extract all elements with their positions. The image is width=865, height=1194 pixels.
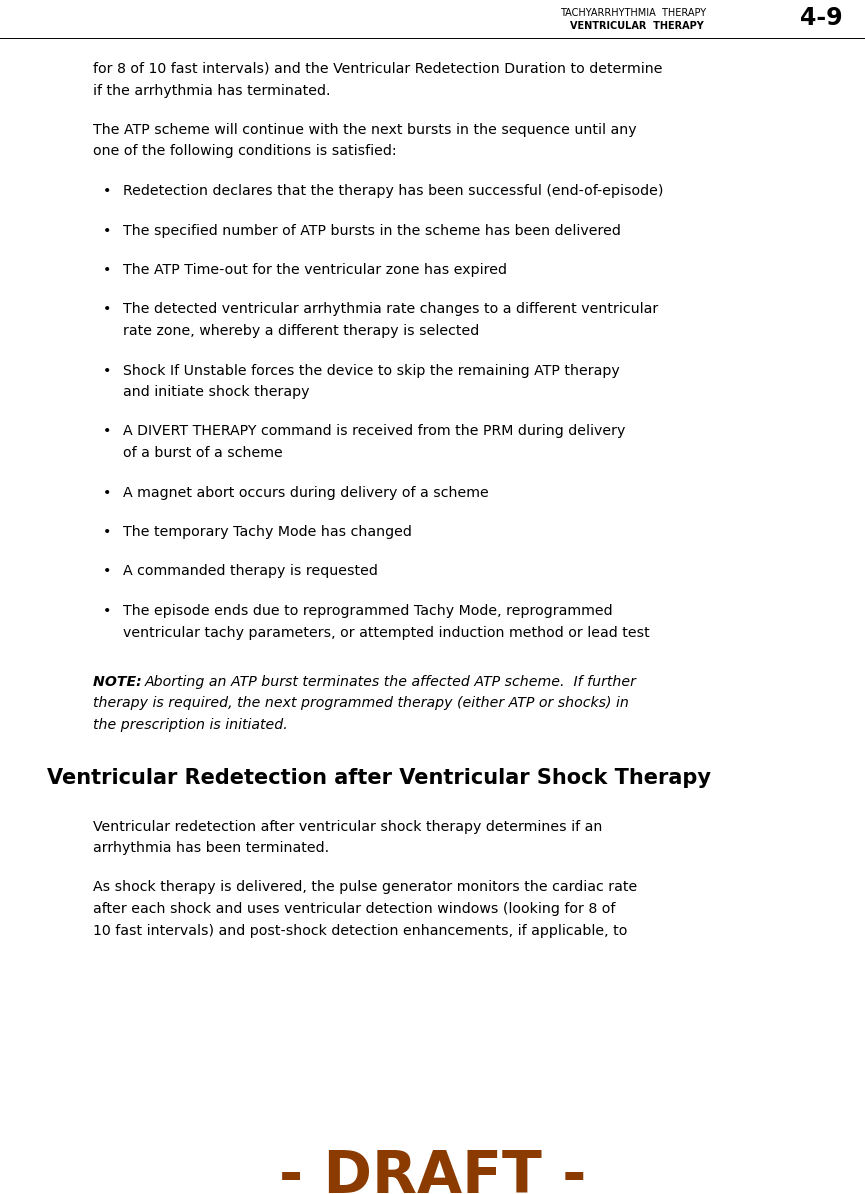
Text: The temporary Tachy Mode has changed: The temporary Tachy Mode has changed xyxy=(123,525,412,538)
Text: Ventricular redetection after ventricular shock therapy determines if an: Ventricular redetection after ventricula… xyxy=(93,819,602,833)
Text: NOTE:: NOTE: xyxy=(93,675,157,689)
Text: •: • xyxy=(103,184,112,198)
Text: and initiate shock therapy: and initiate shock therapy xyxy=(123,384,310,399)
Text: rate zone, whereby a different therapy is selected: rate zone, whereby a different therapy i… xyxy=(123,324,479,338)
Text: VENTRICULAR  THERAPY: VENTRICULAR THERAPY xyxy=(570,21,704,31)
Text: •: • xyxy=(103,263,112,277)
Text: A DIVERT THERAPY command is received from the PRM during delivery: A DIVERT THERAPY command is received fro… xyxy=(123,425,625,438)
Text: Aborting an ATP burst terminates the affected ATP scheme.  If further: Aborting an ATP burst terminates the aff… xyxy=(145,675,637,689)
Text: •: • xyxy=(103,223,112,238)
Text: - DRAFT -: - DRAFT - xyxy=(279,1147,586,1194)
Text: Shock If Unstable forces the device to skip the remaining ATP therapy: Shock If Unstable forces the device to s… xyxy=(123,363,619,377)
Text: •: • xyxy=(103,604,112,618)
Text: A commanded therapy is requested: A commanded therapy is requested xyxy=(123,565,378,579)
Text: •: • xyxy=(103,486,112,499)
Text: As shock therapy is delivered, the pulse generator monitors the cardiac rate: As shock therapy is delivered, the pulse… xyxy=(93,880,638,894)
Text: A magnet abort occurs during delivery of a scheme: A magnet abort occurs during delivery of… xyxy=(123,486,489,499)
Text: •: • xyxy=(103,525,112,538)
Text: Ventricular Redetection after Ventricular Shock Therapy: Ventricular Redetection after Ventricula… xyxy=(47,768,711,788)
Text: The specified number of ATP bursts in the scheme has been delivered: The specified number of ATP bursts in th… xyxy=(123,223,621,238)
Text: Redetection declares that the therapy has been successful (end-of-episode): Redetection declares that the therapy ha… xyxy=(123,184,663,198)
Text: •: • xyxy=(103,302,112,316)
Text: The detected ventricular arrhythmia rate changes to a different ventricular: The detected ventricular arrhythmia rate… xyxy=(123,302,658,316)
Text: 4-9: 4-9 xyxy=(800,6,843,30)
Text: The ATP Time-out for the ventricular zone has expired: The ATP Time-out for the ventricular zon… xyxy=(123,263,507,277)
Text: for 8 of 10 fast intervals) and the Ventricular Redetection Duration to determin: for 8 of 10 fast intervals) and the Vent… xyxy=(93,62,663,76)
Text: therapy is required, the next programmed therapy (either ATP or shocks) in: therapy is required, the next programmed… xyxy=(93,696,629,710)
Text: of a burst of a scheme: of a burst of a scheme xyxy=(123,447,283,460)
Text: ventricular tachy parameters, or attempted induction method or lead test: ventricular tachy parameters, or attempt… xyxy=(123,626,650,640)
Text: The ATP scheme will continue with the next bursts in the sequence until any: The ATP scheme will continue with the ne… xyxy=(93,123,637,137)
Text: TACHYARRHYTHMIA  THERAPY: TACHYARRHYTHMIA THERAPY xyxy=(560,8,706,18)
Text: if the arrhythmia has terminated.: if the arrhythmia has terminated. xyxy=(93,84,330,98)
Text: The episode ends due to reprogrammed Tachy Mode, reprogrammed: The episode ends due to reprogrammed Tac… xyxy=(123,604,612,618)
Text: the prescription is initiated.: the prescription is initiated. xyxy=(93,718,288,732)
Text: •: • xyxy=(103,425,112,438)
Text: one of the following conditions is satisfied:: one of the following conditions is satis… xyxy=(93,144,397,159)
Text: 10 fast intervals) and post-shock detection enhancements, if applicable, to: 10 fast intervals) and post-shock detect… xyxy=(93,923,627,937)
Text: •: • xyxy=(103,363,112,377)
Text: •: • xyxy=(103,565,112,579)
Text: arrhythmia has been terminated.: arrhythmia has been terminated. xyxy=(93,841,329,855)
Text: after each shock and uses ventricular detection windows (looking for 8 of: after each shock and uses ventricular de… xyxy=(93,901,615,916)
